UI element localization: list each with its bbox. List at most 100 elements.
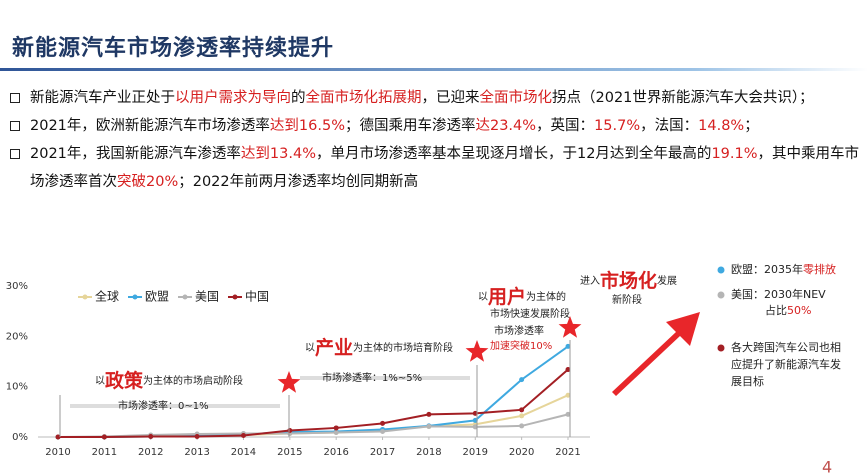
note-text: 展目标 — [731, 374, 764, 388]
point — [519, 377, 525, 383]
title-rule — [0, 68, 868, 71]
bullet-text: ；2022年前两月渗透率均创同期新高 — [178, 174, 419, 190]
x-tick-label: 2021 — [555, 447, 580, 458]
star — [277, 371, 301, 393]
x-tick-label: 2011 — [92, 447, 117, 458]
point — [287, 427, 293, 433]
text-part: 市场快速发展阶段 — [490, 307, 570, 320]
bullet-text: ，法国： — [640, 118, 699, 134]
x-tick-label: 2012 — [138, 447, 163, 458]
text-part: 以 — [305, 343, 315, 354]
note-text: 占比50% — [765, 303, 811, 317]
bullet-text: 以用户需求为导向 — [175, 90, 291, 106]
text-part: 以 — [478, 292, 488, 303]
arrow — [612, 312, 700, 396]
legend-label: 欧盟 — [145, 290, 169, 304]
y-tick-label: 0% — [12, 432, 28, 443]
annotation-text: 加速突破10% — [490, 339, 552, 352]
annotation-text: 新阶段 — [612, 293, 642, 306]
x-tick-label: 2020 — [509, 447, 534, 458]
text-part: 欧盟：2035年 — [731, 262, 803, 276]
text-part: 为主体的 — [526, 290, 566, 303]
series-line — [58, 368, 569, 438]
text-part: 为主体的市场启动阶段 — [143, 374, 243, 387]
legend-label: 全球 — [95, 289, 119, 304]
text-part: 新阶段 — [612, 293, 642, 306]
note-text: 应提升了新能源汽车发 — [731, 357, 841, 371]
note-dot — [717, 344, 725, 352]
point — [380, 428, 386, 434]
star — [465, 340, 489, 362]
bullet-text: 全面市场化拓展期 — [305, 90, 422, 106]
point — [426, 423, 432, 429]
y-tick-label: 30% — [6, 281, 28, 292]
legend-marker — [182, 294, 188, 300]
point — [519, 423, 525, 429]
bullet: 2021年，我国新能源汽车渗透率达到13.4%，单月市场渗透率基本呈现逐月增长，… — [8, 140, 860, 196]
text-part: 市场化 — [600, 269, 657, 292]
bullet-text: 突破20% — [117, 174, 179, 190]
annotation-text: 以产业为主体的市场培育阶段 — [305, 336, 453, 359]
annotation-text: 以政策为主体的市场启动阶段 — [95, 369, 243, 392]
bullet-text: 的 — [291, 90, 306, 106]
legend-marker — [232, 294, 238, 300]
bullet-text: 15.7% — [594, 118, 641, 134]
annotation-text: 市场渗透率：0~1% — [118, 399, 209, 412]
bullet-text: 达到13.4% — [240, 146, 316, 162]
bullet-text: 2021年，欧洲新能源汽车市场渗透率 — [30, 118, 270, 134]
point — [565, 392, 571, 398]
point — [519, 407, 525, 413]
text-part: 市场渗透率：0~1% — [118, 399, 209, 412]
x-tick-label: 2018 — [416, 447, 441, 458]
text-part: 用户 — [488, 285, 526, 308]
point — [426, 411, 432, 417]
text-part: 市场渗透率：1%~5% — [322, 371, 422, 384]
text-part: 市场渗透率 — [494, 324, 544, 337]
point — [565, 367, 571, 373]
star — [558, 316, 582, 338]
legend-label: 中国 — [245, 289, 269, 304]
note-text: 美国：2030年NEV — [731, 287, 826, 301]
y-tick-label: 20% — [6, 331, 28, 342]
bullet: 新能源汽车产业正处于以用户需求为导向的全面市场化拓展期，已迎来全面市场化拐点（2… — [8, 84, 860, 112]
series-line — [58, 345, 569, 438]
bullet: 2021年，欧洲新能源汽车市场渗透率达到16.5%；德国乘用车渗透率达23.4%… — [8, 112, 860, 140]
bullet-text: 新能源汽车产业正处于 — [30, 90, 175, 106]
bullet-text: ，单月市场渗透率基本呈现逐月增长，于12月达到全年最高的 — [315, 146, 712, 162]
text-part: 加速突破10% — [490, 339, 552, 352]
text-part: 为主体的市场培育阶段 — [353, 341, 453, 354]
text-part: 各大跨国汽车公司也相 — [731, 340, 841, 354]
legend-marker — [132, 294, 138, 300]
bullet-text: 2021年，我国新能源汽车渗透率 — [30, 146, 241, 162]
text-part: 零排放 — [803, 262, 836, 276]
point — [565, 343, 571, 349]
text-part: 美国：2030年NEV — [731, 287, 826, 301]
point — [55, 434, 61, 440]
text-part: 发展 — [657, 274, 677, 287]
bullet-text: 达到16.5% — [269, 118, 345, 134]
text-part: 占比 — [765, 303, 787, 317]
x-tick-label: 2013 — [184, 447, 209, 458]
point — [101, 434, 107, 440]
bullet-text: ； — [744, 118, 759, 134]
bullet-text: ，其中乘用车市场渗透率首次 — [30, 146, 860, 190]
bullet-text: 19.1% — [711, 146, 758, 162]
x-tick-label: 2017 — [370, 447, 395, 458]
annotation-text: 以用户为主体的 — [478, 285, 566, 308]
legend-label: 美国 — [195, 290, 219, 304]
text-part: 政策 — [105, 369, 144, 392]
note-dot — [717, 291, 725, 299]
text-part: 50% — [787, 304, 811, 317]
point — [194, 433, 200, 439]
bullet-text: 拐点（2021世界新能源汽车大会共识）； — [552, 90, 814, 106]
x-tick-label: 2016 — [323, 447, 348, 458]
text-part: 以 — [95, 376, 105, 387]
text-part: 进入 — [580, 275, 600, 287]
point — [240, 432, 246, 438]
x-tick-label: 2015 — [277, 447, 302, 458]
page-number: 4 — [822, 458, 832, 476]
point — [333, 425, 339, 431]
bullet-text: ，英国： — [536, 118, 595, 134]
bullet-text: 达23.4% — [475, 118, 537, 134]
